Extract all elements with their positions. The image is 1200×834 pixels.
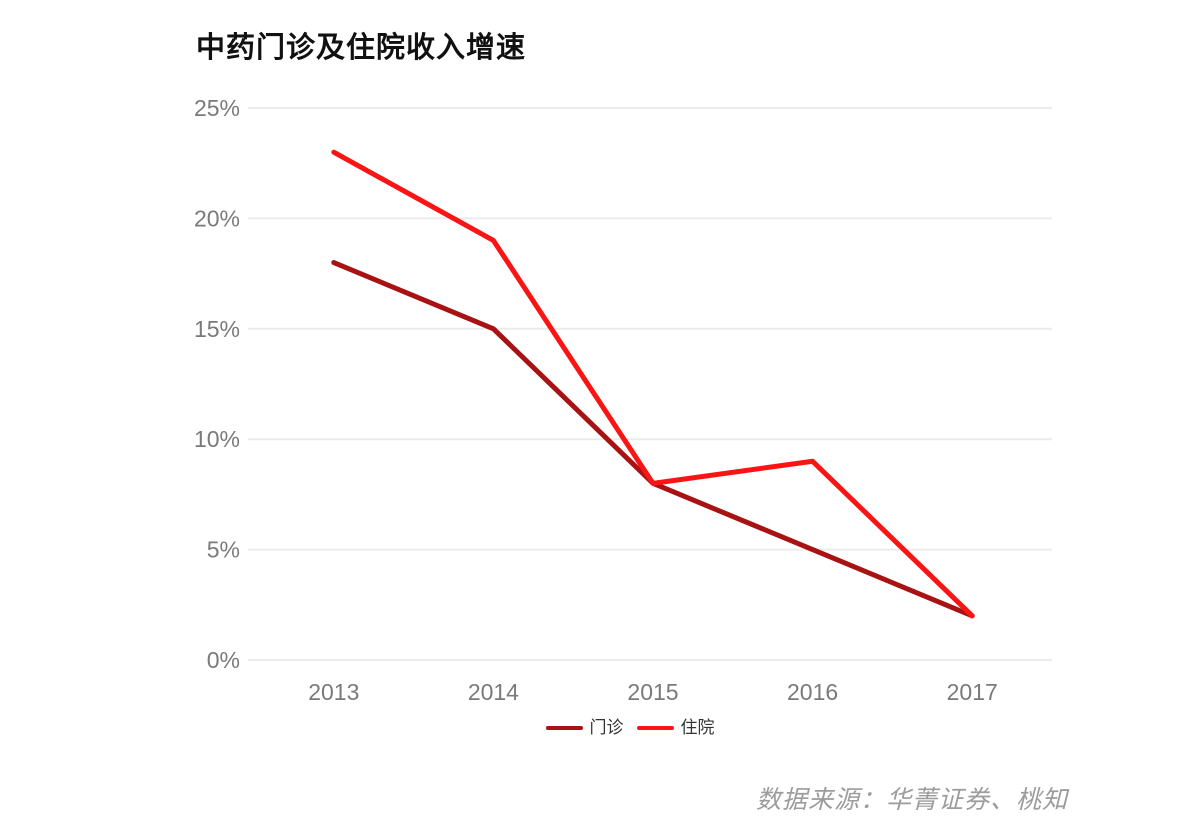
legend-swatch <box>636 725 674 730</box>
legend-item-住院: 住院 <box>636 718 715 737</box>
chart-legend: 门诊 住院 <box>0 719 1200 736</box>
x-tick-label: 2017 <box>947 679 998 705</box>
x-tick-label: 2013 <box>308 679 359 705</box>
chart-title: 中药门诊及住院收入增速 <box>196 32 527 64</box>
y-tick-label: 10% <box>194 426 240 452</box>
legend-label: 门诊 <box>589 718 624 737</box>
line-chart-plot: 0% 5% 10% 15% 20% 25% 2013 2014 2015 2016 2017 <box>194 95 1052 705</box>
x-tick-label: 2015 <box>627 679 678 705</box>
y-tick-label: 20% <box>194 205 240 231</box>
y-tick-label: 0% <box>207 647 240 673</box>
legend-swatch <box>545 725 583 730</box>
x-tick-label: 2016 <box>787 679 838 705</box>
legend-label: 住院 <box>680 718 715 737</box>
series-line-住院 <box>331 149 975 619</box>
data-source-caption: 数据来源：华菁证券、桃知 <box>755 786 1068 814</box>
legend-item-门诊: 门诊 <box>545 718 624 737</box>
y-tick-label: 15% <box>194 316 240 342</box>
y-tick-label: 25% <box>194 95 240 121</box>
y-tick-label: 5% <box>207 537 240 563</box>
x-tick-label: 2014 <box>468 679 519 705</box>
